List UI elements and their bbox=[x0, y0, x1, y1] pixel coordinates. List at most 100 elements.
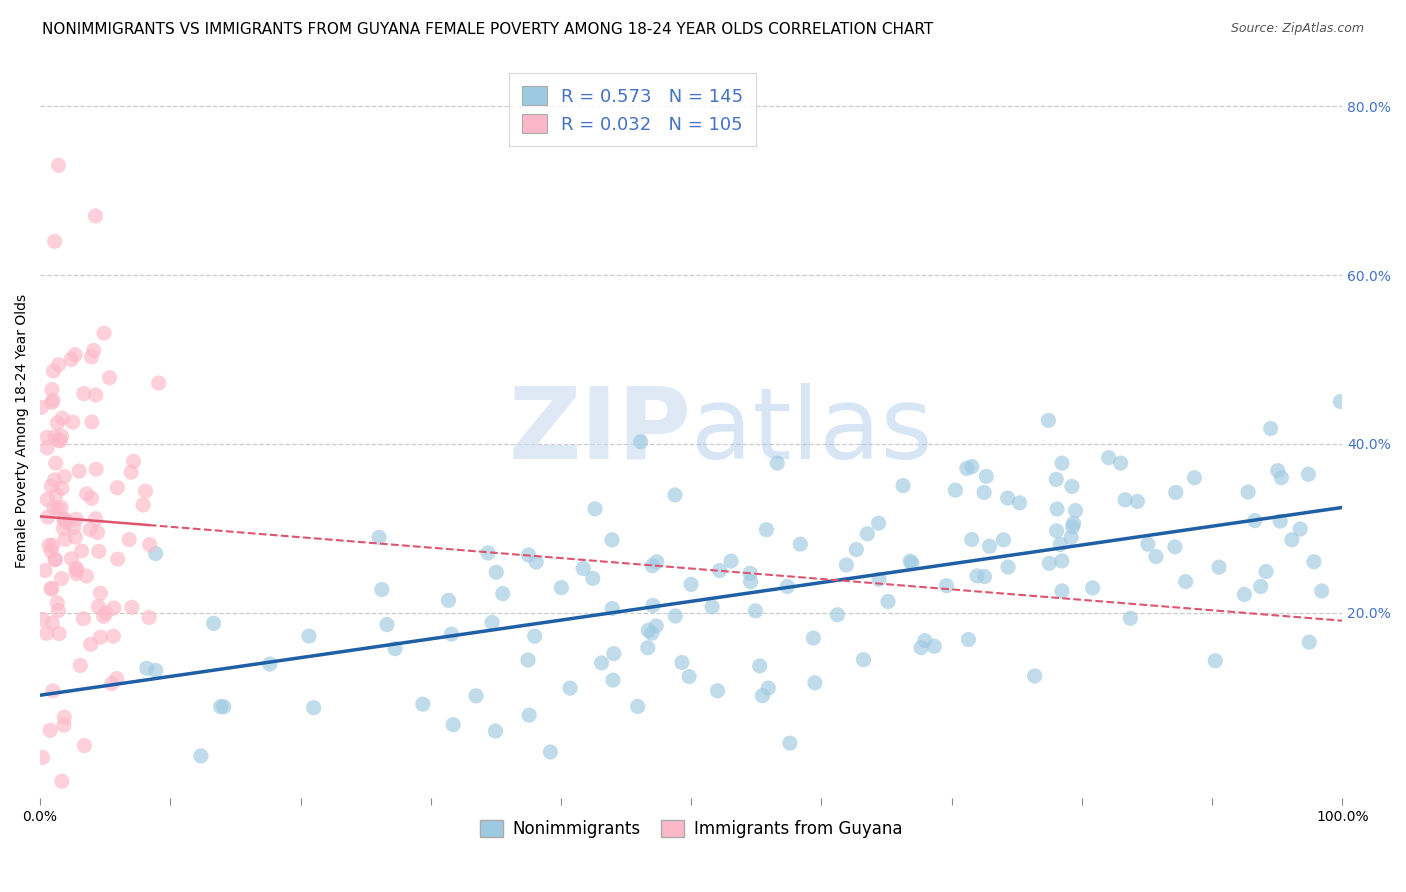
Point bbox=[34, 563, 56, 577]
Point bbox=[145, 547, 167, 561]
Point bbox=[835, 558, 858, 572]
Point bbox=[1233, 587, 1256, 601]
Point bbox=[891, 478, 914, 492]
Point bbox=[30, 401, 52, 415]
Point bbox=[492, 586, 515, 600]
Point bbox=[51, 481, 73, 495]
Text: NONIMMIGRANTS VS IMMIGRANTS FROM GUYANA FEMALE POVERTY AMONG 18-24 YEAR OLDS COR: NONIMMIGRANTS VS IMMIGRANTS FROM GUYANA … bbox=[42, 22, 934, 37]
Point bbox=[103, 629, 125, 643]
Point bbox=[679, 577, 702, 591]
Point bbox=[1302, 555, 1324, 569]
Point bbox=[76, 487, 98, 501]
Point bbox=[103, 601, 125, 615]
Point bbox=[105, 672, 128, 686]
Point bbox=[1260, 421, 1282, 435]
Point bbox=[1243, 514, 1265, 528]
Point bbox=[51, 429, 73, 443]
Point bbox=[48, 358, 70, 372]
Point bbox=[898, 554, 921, 568]
Point bbox=[368, 530, 391, 544]
Point bbox=[118, 533, 141, 547]
Point bbox=[73, 739, 96, 753]
Point bbox=[1329, 394, 1351, 409]
Point bbox=[572, 561, 595, 575]
Point bbox=[678, 669, 700, 683]
Point bbox=[755, 523, 778, 537]
Point bbox=[48, 603, 70, 617]
Point bbox=[441, 717, 464, 731]
Point bbox=[46, 501, 69, 516]
Point bbox=[45, 456, 67, 470]
Point bbox=[1174, 574, 1197, 589]
Point bbox=[868, 516, 890, 531]
Point bbox=[1254, 565, 1277, 579]
Point bbox=[637, 624, 659, 638]
Point bbox=[1050, 456, 1073, 470]
Point bbox=[132, 498, 155, 512]
Text: ZIP: ZIP bbox=[509, 383, 692, 480]
Point bbox=[744, 604, 766, 618]
Point bbox=[83, 343, 105, 358]
Point bbox=[42, 393, 65, 408]
Point bbox=[751, 689, 773, 703]
Point bbox=[748, 659, 770, 673]
Point bbox=[852, 653, 875, 667]
Point bbox=[591, 656, 613, 670]
Point bbox=[84, 209, 107, 223]
Point bbox=[41, 538, 63, 552]
Point bbox=[105, 481, 128, 495]
Point bbox=[298, 629, 321, 643]
Point bbox=[845, 542, 868, 557]
Point bbox=[134, 484, 156, 499]
Text: Source: ZipAtlas.com: Source: ZipAtlas.com bbox=[1230, 22, 1364, 36]
Point bbox=[1184, 471, 1206, 485]
Point bbox=[440, 627, 463, 641]
Point bbox=[41, 616, 63, 631]
Point bbox=[384, 641, 406, 656]
Point bbox=[69, 658, 91, 673]
Point bbox=[42, 500, 65, 515]
Point bbox=[53, 469, 76, 483]
Point bbox=[62, 520, 84, 534]
Point bbox=[73, 386, 96, 401]
Point bbox=[67, 464, 90, 478]
Point bbox=[39, 582, 62, 596]
Point bbox=[93, 609, 115, 624]
Point bbox=[600, 601, 623, 615]
Point bbox=[48, 434, 70, 448]
Point bbox=[630, 434, 652, 449]
Point bbox=[637, 640, 659, 655]
Point bbox=[1098, 450, 1121, 465]
Point bbox=[42, 683, 65, 698]
Point bbox=[31, 612, 53, 626]
Point bbox=[1237, 485, 1260, 500]
Point bbox=[39, 544, 62, 558]
Point bbox=[80, 350, 103, 364]
Point bbox=[41, 383, 63, 397]
Point bbox=[80, 415, 103, 429]
Point bbox=[44, 552, 66, 566]
Point bbox=[44, 234, 66, 248]
Point bbox=[1267, 464, 1289, 478]
Point bbox=[60, 551, 83, 566]
Point bbox=[1109, 456, 1132, 470]
Point bbox=[90, 630, 112, 644]
Point bbox=[48, 158, 70, 172]
Point bbox=[1298, 635, 1320, 649]
Point bbox=[145, 664, 167, 678]
Point bbox=[412, 697, 434, 711]
Point bbox=[65, 530, 87, 544]
Point bbox=[37, 510, 59, 524]
Point bbox=[877, 594, 900, 608]
Point bbox=[148, 376, 170, 390]
Point bbox=[52, 522, 75, 536]
Point bbox=[1250, 579, 1272, 593]
Point bbox=[997, 491, 1019, 505]
Point bbox=[41, 395, 63, 409]
Point bbox=[484, 724, 506, 739]
Point bbox=[138, 610, 160, 624]
Point bbox=[1126, 494, 1149, 508]
Point bbox=[437, 593, 460, 607]
Point bbox=[1060, 479, 1083, 493]
Point bbox=[738, 566, 761, 581]
